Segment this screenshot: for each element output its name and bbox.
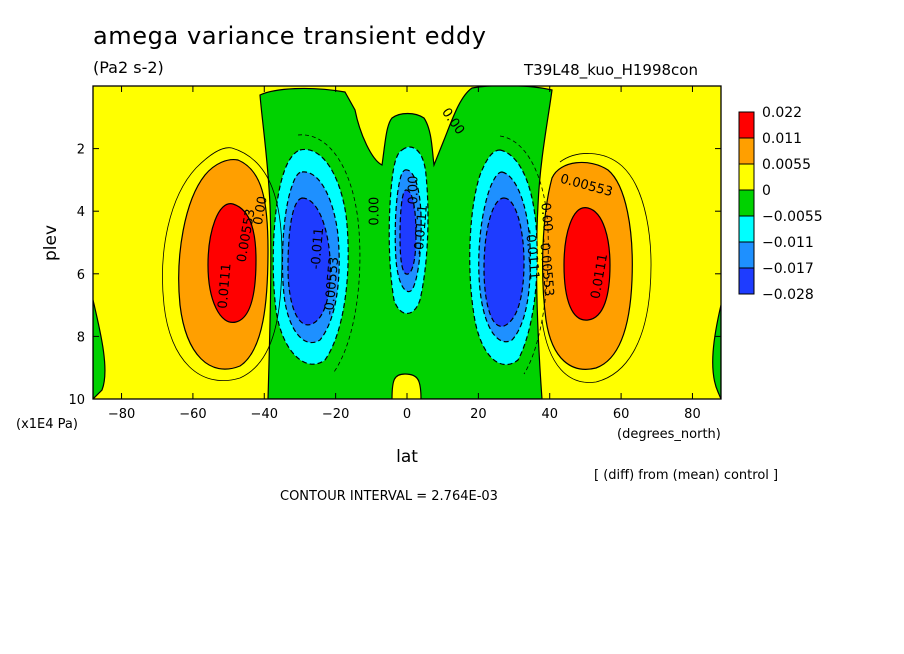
fill-blue-center [399,189,417,275]
colorbar-level-label: −0.017 [762,261,814,277]
contour-label: -0.00 [407,176,422,210]
diff-note: [ (diff) from (mean) control ] [594,468,779,483]
x-tick-label: −60 [179,407,206,422]
chart-title: amega variance transient eddy [93,22,487,50]
x-tick-label: 80 [684,407,701,422]
colorbar-swatch [738,267,755,295]
contour-label: 0.0111 [216,263,235,310]
colorbar-level-label: −0.011 [762,235,814,251]
fill-green-right-edge [712,304,721,399]
contour-label: -0.00553 [536,237,556,297]
colorbar-level-label: 0.011 [762,131,802,147]
contour-dashed-left [297,134,361,373]
colorbar-swatch [738,215,755,243]
contour-label: 0.00 [367,197,382,226]
colorbar: 0.022 0.011 0.0055 0 −0.0055 −0.011 −0.017 −0.0… [738,105,823,303]
fill-green-left-edge [93,299,106,399]
y-tick-label: 10 [68,393,85,408]
y-tick-label: 6 [77,268,85,283]
y-tick-label: 2 [77,143,85,158]
contour-thin-right [541,153,652,383]
colorbar-swatch [738,163,755,191]
contour-label: -0.0111 [522,229,541,280]
units-label: (Pa2 s-2) [93,58,164,77]
y-tick-label: 8 [77,330,85,345]
contour-label: -0.011 [309,227,328,270]
run-id-label: T39L48_kuo_H1998con [524,61,698,79]
contour-fill-layer [93,86,721,399]
colorbar-level-label: −0.028 [762,287,814,303]
fill-blue-right [483,197,525,327]
x-axis-label: lat [396,447,418,467]
contour-label: -0.0111 [412,204,431,255]
x-tick-label: −20 [322,407,349,422]
contour-label: 0.00 [537,202,554,232]
y-axis: 2 4 6 8 10 [68,143,721,408]
contour-thin-left [162,147,283,381]
y-axis-label: plev [41,225,61,261]
fill-red-left [207,203,257,323]
colorbar-level-label: 0.022 [762,105,802,121]
colorbar-swatch [738,189,755,217]
contour-dashed-right [499,135,549,375]
colorbar-level-label: 0 [762,183,771,199]
x-axis-units: (degrees_north) [617,427,721,442]
x-tick-label: −80 [108,407,135,422]
y-axis-units: (x1E4 Pa) [16,417,78,432]
x-tick-label: 0 [403,407,411,422]
contour-interval: CONTOUR INTERVAL = 2.764E-03 [280,489,498,504]
contour-label: 0.00 [251,195,271,226]
colorbar-level-label: 0.0055 [762,157,811,173]
colorbar-swatch [738,137,755,165]
x-tick-label: 40 [541,407,558,422]
colorbar-swatch [738,111,755,139]
y-tick-label: 4 [77,205,85,220]
colorbar-swatch [738,241,755,269]
x-tick-label: −40 [251,407,278,422]
x-axis: −80 −60 −40 −20 0 20 40 60 80 [108,86,701,422]
fill-red-right [563,207,611,321]
fill-blue-left [287,197,331,326]
x-tick-label: 20 [470,407,487,422]
x-tick-label: 60 [613,407,630,422]
contour-label: -0.00553 [322,256,342,316]
colorbar-level-label: −0.0055 [762,209,823,225]
